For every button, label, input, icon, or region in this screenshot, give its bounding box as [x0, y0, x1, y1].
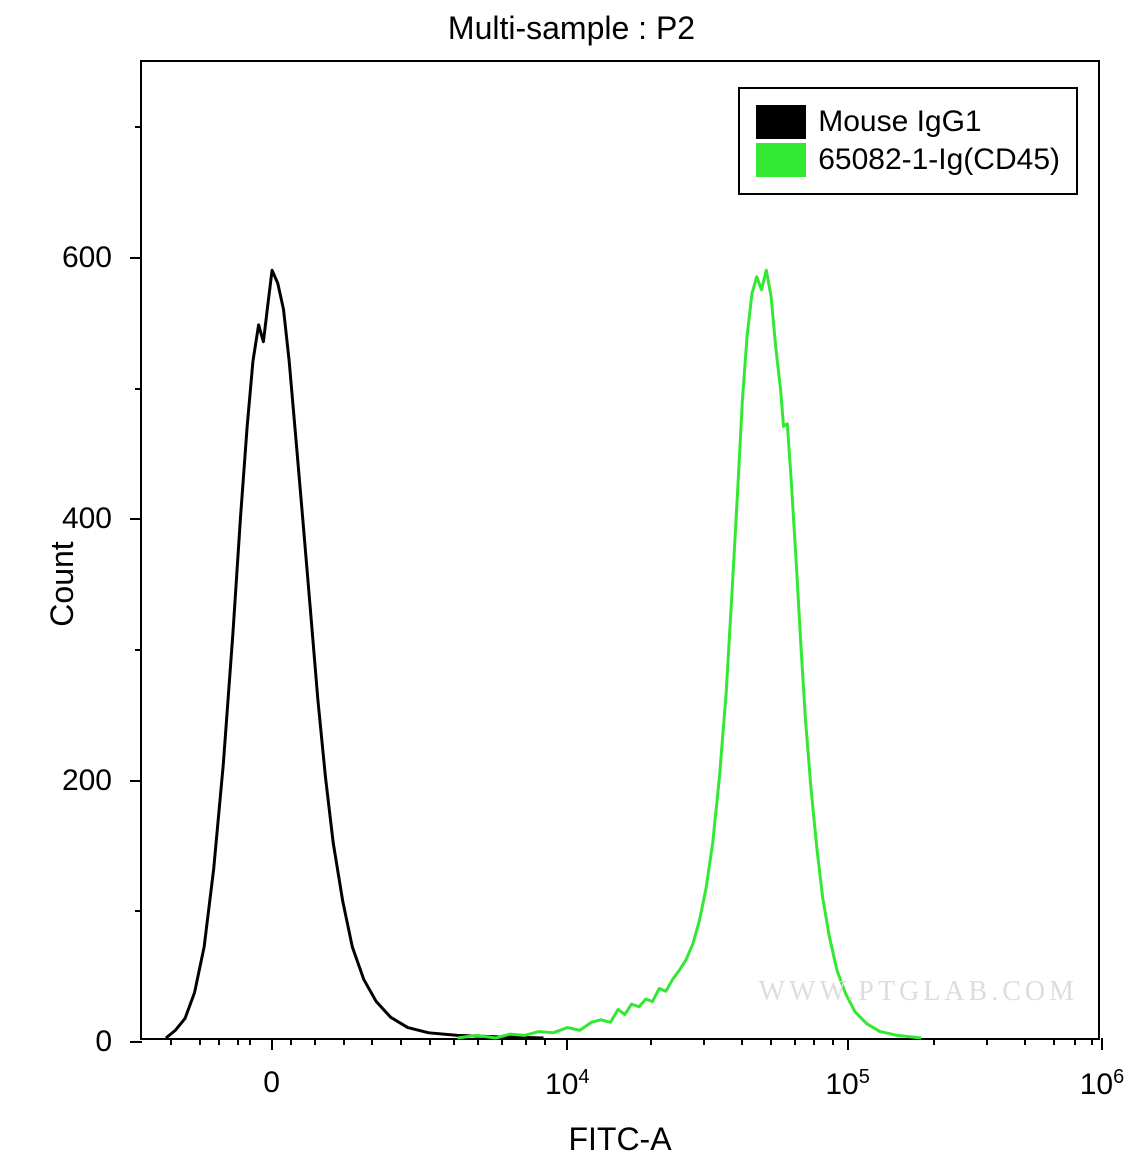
y-minor-tick — [135, 649, 142, 651]
legend-item-0: Mouse IgG1 — [756, 105, 1060, 139]
x-minor-tick — [933, 1038, 935, 1045]
plot-area: Mouse IgG1 65082-1-Ig(CD45) WWW.PTGLAB.C… — [140, 60, 1100, 1040]
x-minor-tick — [249, 1038, 251, 1045]
chart-legend: Mouse IgG1 65082-1-Ig(CD45) — [738, 87, 1078, 195]
watermark-text: WWW.PTGLAB.COM — [759, 976, 1078, 1008]
x-tick — [271, 1038, 273, 1050]
y-minor-tick — [135, 126, 142, 128]
y-tick-label: 0 — [95, 1025, 112, 1059]
y-tick — [130, 257, 142, 259]
y-tick-label: 400 — [62, 502, 112, 536]
x-minor-tick — [400, 1038, 402, 1045]
x-minor-tick — [1024, 1038, 1026, 1045]
x-tick — [566, 1038, 568, 1050]
x-tick-label: 104 — [545, 1066, 590, 1102]
x-minor-tick — [832, 1038, 834, 1045]
x-minor-tick — [170, 1038, 172, 1045]
x-minor-tick — [453, 1038, 455, 1045]
x-tick-label: 106 — [1080, 1066, 1125, 1102]
series-line — [457, 270, 921, 1038]
x-minor-tick — [741, 1038, 743, 1045]
x-minor-tick — [1053, 1038, 1055, 1045]
x-minor-tick — [986, 1038, 988, 1045]
x-minor-tick — [501, 1038, 503, 1045]
y-axis-label: Count — [44, 541, 81, 626]
x-tick — [1101, 1038, 1103, 1050]
y-minor-tick — [135, 910, 142, 912]
x-minor-tick — [1091, 1038, 1093, 1045]
x-tick-label: 105 — [825, 1066, 870, 1102]
x-minor-tick — [525, 1038, 527, 1045]
chart-container: Multi-sample : P2 Count Mouse IgG1 65082… — [0, 0, 1143, 1168]
x-axis-label: FITC-A — [140, 1121, 1100, 1158]
x-minor-tick — [371, 1038, 373, 1045]
x-minor-tick — [199, 1038, 201, 1045]
x-tick — [847, 1038, 849, 1050]
x-minor-tick — [794, 1038, 796, 1045]
x-minor-tick — [343, 1038, 345, 1045]
legend-label-0: Mouse IgG1 — [818, 105, 981, 139]
x-minor-tick — [703, 1038, 705, 1045]
legend-item-1: 65082-1-Ig(CD45) — [756, 143, 1060, 177]
x-tick-label: 0 — [263, 1066, 280, 1100]
chart-title: Multi-sample : P2 — [0, 10, 1143, 47]
x-minor-tick — [477, 1038, 479, 1045]
y-tick-label: 200 — [62, 764, 112, 798]
y-tick — [130, 780, 142, 782]
x-minor-tick — [770, 1038, 772, 1045]
x-minor-tick — [1074, 1038, 1076, 1045]
y-tick — [130, 1041, 142, 1043]
x-minor-tick — [314, 1038, 316, 1045]
x-minor-tick — [237, 1038, 239, 1045]
x-minor-tick — [429, 1038, 431, 1045]
x-minor-tick — [650, 1038, 652, 1045]
series-line — [166, 270, 544, 1038]
x-minor-tick — [218, 1038, 220, 1045]
legend-label-1: 65082-1-Ig(CD45) — [818, 143, 1060, 177]
y-tick — [130, 518, 142, 520]
x-minor-tick — [813, 1038, 815, 1045]
x-minor-tick — [544, 1038, 546, 1045]
y-tick-label: 600 — [62, 241, 112, 275]
y-minor-tick — [135, 388, 142, 390]
x-minor-tick — [290, 1038, 292, 1045]
legend-swatch-1 — [756, 143, 806, 177]
curves-svg — [142, 62, 1098, 1038]
legend-swatch-0 — [756, 105, 806, 139]
